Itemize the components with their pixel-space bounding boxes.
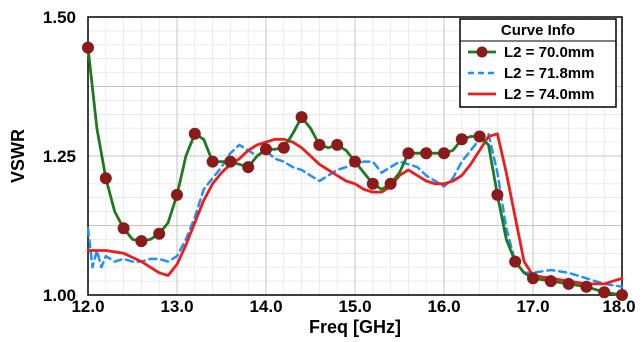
series-marker — [171, 188, 183, 201]
series-71-8mm-line — [86, 132, 624, 288]
series-74-0mm-group — [86, 132, 624, 286]
legend-label-series-71-8mm: L2 = 71.8mm — [504, 65, 594, 82]
series-marker — [153, 227, 166, 240]
legend-box — [459, 18, 617, 108]
y-tick-label: 1.00 — [43, 286, 76, 305]
series-71-8mm-group — [86, 132, 624, 288]
x-tick-label: 16.0 — [427, 297, 460, 316]
series-marker — [260, 143, 272, 156]
x-tick-label: 17.0 — [516, 297, 549, 316]
legend-label-series-74-0mm: L2 = 74.0mm — [504, 86, 594, 103]
series-marker — [295, 111, 308, 124]
series-marker — [331, 138, 344, 151]
legend-label-series-70-0mm: L2 = 70.0mm — [504, 44, 594, 61]
x-axis-ticks: 12.0 13.0 14.0 15.0 16.0 17.0 18.0 — [71, 297, 635, 316]
series-marker — [420, 147, 433, 160]
series-marker — [99, 172, 112, 185]
series-marker — [117, 222, 130, 235]
series-74-0mm-line — [86, 132, 624, 286]
x-axis-title: Freq [GHz] — [309, 317, 401, 337]
series-layer — [82, 41, 628, 301]
series-marker — [82, 41, 94, 54]
legend-marker-series-70-0mm — [476, 46, 488, 58]
series-marker — [224, 155, 237, 168]
x-tick-label: 13.0 — [160, 297, 193, 316]
series-marker — [491, 188, 504, 201]
series-marker — [438, 147, 450, 160]
plot-area-frame — [87, 16, 623, 296]
series-marker — [402, 147, 415, 160]
series-marker — [366, 177, 379, 190]
series-marker — [277, 141, 290, 154]
series-marker — [313, 138, 326, 151]
series-marker — [616, 289, 628, 301]
series-marker — [206, 155, 219, 168]
legend-title: Curve Info — [501, 22, 575, 39]
series-marker — [544, 275, 557, 288]
series-marker — [527, 272, 539, 285]
y-axis-ticks: 1.00 1.25 1.50 — [43, 8, 76, 305]
series-marker — [188, 127, 201, 140]
series-marker — [384, 177, 397, 190]
x-tick-label: 12.0 — [71, 297, 104, 316]
series-marker — [135, 235, 148, 248]
series-marker — [473, 130, 486, 143]
series-marker — [242, 161, 255, 174]
series-marker — [580, 280, 593, 293]
x-tick-label: 14.0 — [249, 297, 282, 316]
series-marker — [598, 286, 611, 299]
x-tick-label: 15.0 — [338, 297, 371, 316]
legend: Curve Info L2 = 70.0mm L2 = 71.8mm L2 = 74.… — [459, 18, 617, 108]
y-tick-label: 1.50 — [43, 8, 76, 27]
x-tick-label: 18.0 — [602, 297, 635, 316]
series-marker — [455, 133, 468, 146]
y-axis-title: VSWR — [8, 129, 28, 183]
series-70-0mm-group — [82, 41, 628, 301]
y-tick-label: 1.25 — [43, 147, 76, 166]
series-marker — [509, 255, 522, 268]
series-marker — [349, 155, 361, 168]
series-marker — [562, 277, 575, 290]
